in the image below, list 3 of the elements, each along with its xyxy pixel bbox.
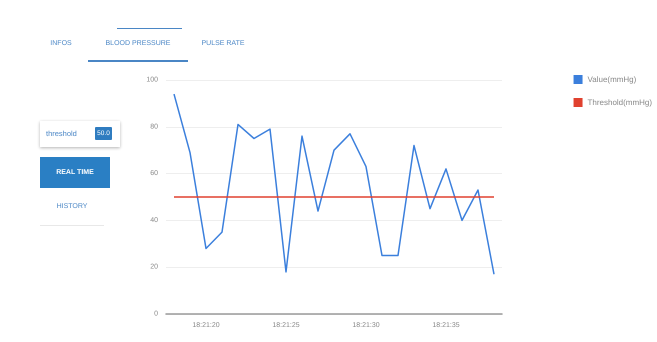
legend-label: Value(mmHg) <box>588 75 637 84</box>
line-series <box>173 93 495 275</box>
legend-label: Threshold(mmHg) <box>588 98 652 107</box>
